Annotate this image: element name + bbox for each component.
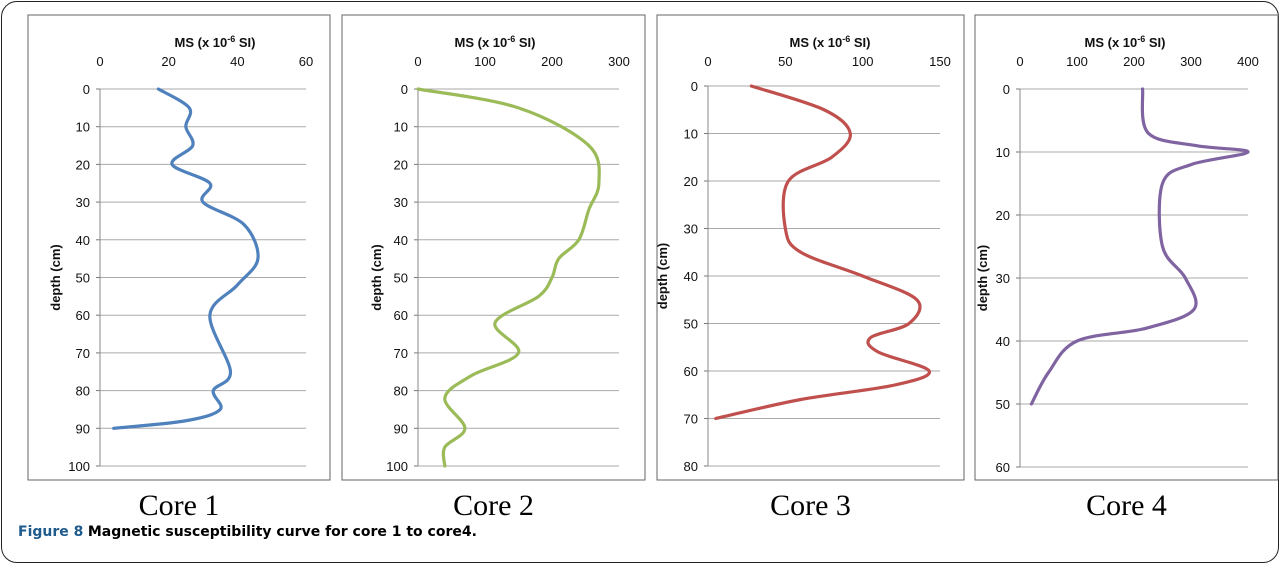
series-line [1029,87,1250,406]
core-label: Core 1 [139,489,220,520]
figure-label: Figure 8 [18,524,84,540]
y-tick-label: 20 [684,174,698,189]
y-tick-label: 80 [684,459,698,474]
y-tick-label: 90 [394,421,408,436]
x-tick-label: 0 [1016,54,1023,69]
y-tick-label: 60 [394,308,408,323]
x-tick-label: 0 [414,54,421,69]
y-axis-title: depth (cm) [975,245,990,311]
y-axis-title: depth (cm) [369,244,384,310]
x-tick-label: 40 [230,54,244,69]
x-tick-label: 0 [704,54,711,69]
y-tick-label: 20 [996,208,1010,223]
figure-caption: Figure 8 Magnetic susceptibility curve f… [18,524,477,540]
y-tick-label: 30 [684,222,698,237]
x-tick-label: 300 [1180,54,1202,69]
x-tick-label: 100 [474,54,496,69]
x-axis-title: MS (x 10-6 SI) [1085,34,1166,50]
x-axis-title: MS (x 10-6 SI) [455,34,536,50]
x-tick-label: 100 [1066,54,1088,69]
y-tick-label: 10 [996,145,1010,160]
series-line [714,84,931,421]
y-tick-label: 10 [394,120,408,135]
x-tick-label: 0 [96,54,103,69]
y-tick-label: 0 [1003,82,1010,97]
y-tick-label: 70 [76,346,90,361]
core-label: Core 3 [770,489,851,520]
y-tick-label: 20 [76,157,90,172]
y-tick-label: 30 [76,195,90,210]
y-tick-label: 60 [996,460,1010,475]
y-tick-label: 60 [684,364,698,379]
x-axis-title: MS (x 10-6 SI) [790,34,871,50]
series-line [416,87,601,468]
x-tick-label: 60 [299,54,313,69]
series-line [112,87,260,430]
y-tick-label: 100 [68,459,90,474]
figure-text: Magnetic susceptibility curve for core 1… [87,524,477,540]
y-tick-label: 100 [386,459,408,474]
y-tick-label: 60 [76,308,90,323]
x-tick-label: 300 [608,54,630,69]
chart-panel-2: 0 10 20 30 40 50 60 70 80 90 100 0 100 200 300 MS (x 10… [341,14,646,481]
plot-area-border [974,14,1279,481]
x-tick-label: 150 [929,54,951,69]
x-tick-label: 50 [778,54,792,69]
plot-area-border [656,14,965,481]
x-axis-title: MS (x 10-6 SI) [175,34,256,50]
chart-panel-1: 0 10 20 30 40 50 60 70 80 90 100 0 20 40 60 MS (x 10-6 … [27,14,331,481]
core-label: Core 2 [453,489,534,520]
y-tick-label: 50 [76,271,90,286]
y-tick-label: 40 [684,269,698,284]
x-tick-label: 200 [541,54,563,69]
y-tick-label: 80 [76,384,90,399]
y-tick-label: 40 [76,233,90,248]
y-tick-label: 90 [76,421,90,436]
y-tick-label: 0 [401,82,408,97]
x-tick-label: 400 [1237,54,1259,69]
core-label: Core 4 [1086,489,1167,520]
y-tick-label: 0 [691,79,698,94]
y-tick-label: 30 [996,271,1010,286]
y-tick-label: 70 [394,346,408,361]
chart-panel-4: 0 10 20 30 40 50 60 0 100 200 300 400 MS (x 10-6 SI)… [974,14,1279,481]
chart-panel-3: 0 10 20 30 40 50 60 70 80 0 50 100 150 MS (x 10-6 SI)… [655,14,965,481]
y-tick-label: 40 [394,233,408,248]
y-tick-label: 70 [684,412,698,427]
x-tick-label: 200 [1123,54,1145,69]
x-tick-label: 100 [852,54,874,69]
x-tick-label: 20 [161,54,175,69]
y-tick-label: 10 [684,127,698,142]
y-tick-label: 50 [996,397,1010,412]
y-tick-label: 20 [394,157,408,172]
plot-area-border [27,14,331,481]
y-tick-label: 30 [394,195,408,210]
plot-area-border [341,14,646,481]
y-tick-label: 0 [83,82,90,97]
y-tick-label: 50 [684,317,698,332]
y-tick-label: 40 [996,334,1010,349]
y-tick-label: 80 [394,384,408,399]
y-axis-title: depth (cm) [48,244,63,310]
y-tick-label: 50 [394,271,408,286]
y-tick-label: 10 [76,120,90,135]
y-axis-title: depth (cm) [655,243,670,309]
